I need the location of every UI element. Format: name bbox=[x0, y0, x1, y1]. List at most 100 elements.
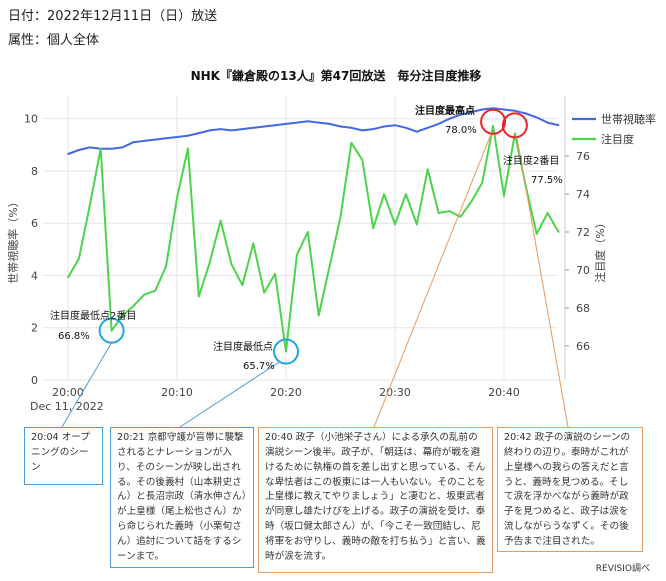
data-point bbox=[546, 121, 549, 124]
anno-leader-high bbox=[373, 133, 492, 428]
series-lines bbox=[67, 107, 560, 353]
data-point bbox=[230, 263, 233, 266]
y-right-axis-title: 注目度（%） bbox=[593, 217, 607, 282]
y-right-tick-label: 72 bbox=[576, 226, 590, 239]
data-point bbox=[252, 126, 255, 129]
data-point bbox=[230, 129, 233, 132]
grid-lines bbox=[43, 96, 558, 381]
data-point bbox=[470, 200, 473, 203]
series-line-0 bbox=[67, 107, 559, 155]
data-point bbox=[263, 125, 266, 128]
data-point bbox=[241, 284, 244, 286]
data-point bbox=[383, 193, 385, 196]
data-point bbox=[88, 146, 91, 149]
anno-circle-high2 bbox=[501, 112, 528, 139]
data-point bbox=[187, 134, 189, 137]
data-point bbox=[557, 124, 560, 127]
data-point bbox=[274, 272, 276, 275]
data-point bbox=[241, 128, 244, 131]
data-point bbox=[394, 223, 396, 226]
x-tick-label: 20:00 bbox=[52, 386, 84, 399]
data-point bbox=[350, 126, 353, 129]
data-point bbox=[187, 147, 189, 150]
callout-box-2040: 20:40 政子（小池栄子さん）による承久の乱前の演説シーン後半。政子が、「朝廷… bbox=[258, 427, 493, 573]
data-point bbox=[285, 350, 287, 353]
anno-label-high2: 注目度2番目 bbox=[503, 154, 559, 167]
data-point bbox=[252, 242, 255, 245]
data-point bbox=[208, 129, 211, 132]
data-point bbox=[426, 126, 429, 129]
source-credit: REVISIO調べ bbox=[595, 564, 650, 574]
data-point bbox=[535, 233, 538, 235]
legend-label: 注目度 bbox=[601, 132, 634, 146]
data-point bbox=[306, 231, 309, 233]
data-point bbox=[176, 197, 178, 199]
data-point bbox=[503, 195, 505, 197]
data-point bbox=[405, 126, 407, 129]
data-point bbox=[437, 212, 440, 214]
data-point bbox=[306, 120, 309, 123]
data-point bbox=[78, 257, 80, 260]
y-left-axis-title: 世帯視聴率（%） bbox=[6, 196, 20, 283]
x-tick-label: 20:40 bbox=[488, 386, 520, 399]
data-point bbox=[208, 261, 211, 264]
data-point bbox=[78, 149, 80, 151]
data-point bbox=[88, 204, 91, 207]
data-point bbox=[481, 108, 484, 111]
x-tick-label: 20:10 bbox=[161, 386, 193, 399]
x-date-label: Dec 11, 2022 bbox=[30, 400, 104, 413]
data-point bbox=[481, 181, 484, 184]
data-point bbox=[263, 291, 266, 294]
data-point bbox=[492, 124, 494, 127]
anno-value-high2: 77.5% bbox=[531, 175, 563, 186]
legend-label: 世帯視聴率 bbox=[601, 112, 656, 126]
x-tick-label: 20:20 bbox=[270, 386, 302, 399]
anno-value-low: 65.7% bbox=[243, 361, 275, 372]
anno-value-low2: 66.8% bbox=[58, 331, 90, 342]
data-point bbox=[405, 193, 407, 196]
data-point bbox=[459, 215, 462, 218]
data-point bbox=[470, 111, 473, 113]
data-point bbox=[514, 132, 516, 135]
y-left-tick-label: 6 bbox=[31, 217, 38, 230]
anno-label-low2: 注目度最低点2番目 bbox=[50, 309, 136, 322]
broadcast-date: 日付：2022年12月11日（日）放送 bbox=[8, 9, 218, 24]
data-point bbox=[219, 128, 222, 131]
data-point bbox=[394, 124, 396, 127]
data-point bbox=[317, 121, 320, 124]
callout-box-2004: 20:04 オープニングのシーン bbox=[24, 427, 103, 485]
data-point bbox=[132, 141, 135, 144]
data-point bbox=[383, 125, 385, 128]
data-point bbox=[557, 231, 560, 233]
data-point bbox=[296, 121, 298, 124]
data-point bbox=[121, 314, 124, 317]
y-right-tick-label: 70 bbox=[576, 264, 590, 277]
callout-box-2021: 20:21 京都守護が盲帯に襲撃されるとナレーションが入り、そのシーンが映し出さ… bbox=[110, 427, 254, 568]
callout-box-2042: 20:42 政子の演説のシーンの終わりの辺り。泰時がこれが上皇様への我らの答えだ… bbox=[497, 427, 643, 552]
y-right-tick-label: 68 bbox=[576, 302, 590, 315]
anno-leader-low2 bbox=[61, 342, 113, 428]
data-point bbox=[426, 168, 429, 171]
data-point bbox=[415, 223, 418, 226]
data-point bbox=[67, 153, 69, 155]
data-point bbox=[165, 137, 168, 140]
y-left-tick-label: 8 bbox=[31, 165, 38, 178]
data-point bbox=[503, 108, 505, 111]
y-right-tick-label: 76 bbox=[576, 150, 590, 163]
data-point bbox=[361, 159, 364, 161]
anno-label-low: 注目度最低点 bbox=[213, 340, 273, 353]
y-left-tick-label: 10 bbox=[24, 113, 38, 126]
data-point bbox=[285, 123, 287, 125]
data-point bbox=[197, 132, 200, 135]
data-point bbox=[524, 112, 527, 115]
data-point bbox=[132, 305, 135, 307]
data-point bbox=[143, 293, 146, 296]
data-point bbox=[372, 227, 375, 230]
anno-leader-low bbox=[179, 361, 281, 428]
data-point bbox=[448, 210, 451, 213]
data-point bbox=[328, 265, 331, 268]
data-point bbox=[535, 116, 538, 119]
